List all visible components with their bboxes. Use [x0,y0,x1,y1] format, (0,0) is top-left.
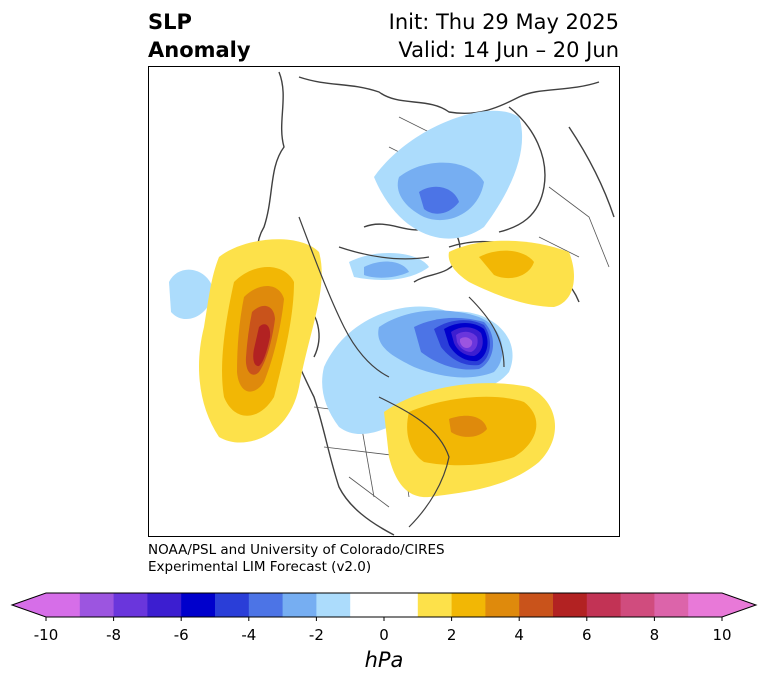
colorbar-segment [147,593,182,617]
colorbar-under-arrow [12,593,46,617]
colorbar-segment [350,593,385,617]
colorbar-segment [316,593,351,617]
colorbar-segment [46,593,81,617]
colorbar-tick-label: -4 [241,626,257,644]
colorbar-segment [79,593,115,617]
colorbar-segment [248,593,284,617]
positive-anomaly-contours [199,239,574,498]
colorbar-tick-label: 2 [446,626,457,644]
colorbar-tick-label: 8 [649,626,660,644]
forecast-dates: Init: Thu 29 May 2025 Valid: 14 Jun – 20… [389,8,619,64]
negative-anomaly-contours [169,110,523,435]
colorbar-segment [451,593,486,617]
title-field: Anomaly [148,38,251,62]
colorbar-ticks: -10 -8 -6 -4 -2 0 2 4 6 8 10 [0,626,768,648]
map-panel [148,66,620,537]
title-variable: SLP [148,10,192,34]
init-date: Init: Thu 29 May 2025 [388,10,619,34]
colorbar-segment [417,593,453,617]
colorbar-tick-label: -8 [106,626,122,644]
colorbar-segment [586,593,622,617]
colorbar-tick-label: -2 [308,626,324,644]
colorbar-segment [384,593,419,617]
colorbar-segment [553,593,588,617]
slp-anomaly-map [169,71,615,536]
colorbar-tick-label: 4 [514,626,524,644]
colorbar-segment [620,593,655,617]
colorbar-tick-label: 0 [379,626,389,644]
colorbar [10,592,758,621]
colorbar-segment [654,593,689,617]
coastlines-overlay [298,216,505,528]
colorbar-segment [181,593,216,617]
colorbar-segment [519,593,554,617]
credit-text: NOAA/PSL and University of Colorado/CIRE… [148,542,445,576]
colorbar-tick-label: 10 [712,626,732,644]
colorbar-segment [215,593,250,617]
colorbar-segment [113,593,148,617]
credit-line-2: Experimental LIM Forecast (v2.0) [148,559,372,575]
colorbar-tick-label: -10 [33,626,59,644]
colorbar-tick-label: -6 [173,626,189,644]
colorbar-units: hPa [364,648,404,672]
colorbar-segment [485,593,520,617]
credit-line-1: NOAA/PSL and University of Colorado/CIRE… [148,542,445,558]
colorbar-segment [282,593,317,617]
valid-range: Valid: 14 Jun – 20 Jun [398,38,619,62]
colorbar-segment [688,593,723,617]
colorbar-over-arrow [722,593,756,617]
map-title: SLP Anomaly [148,8,251,64]
colorbar-tick-label: 6 [582,626,592,644]
